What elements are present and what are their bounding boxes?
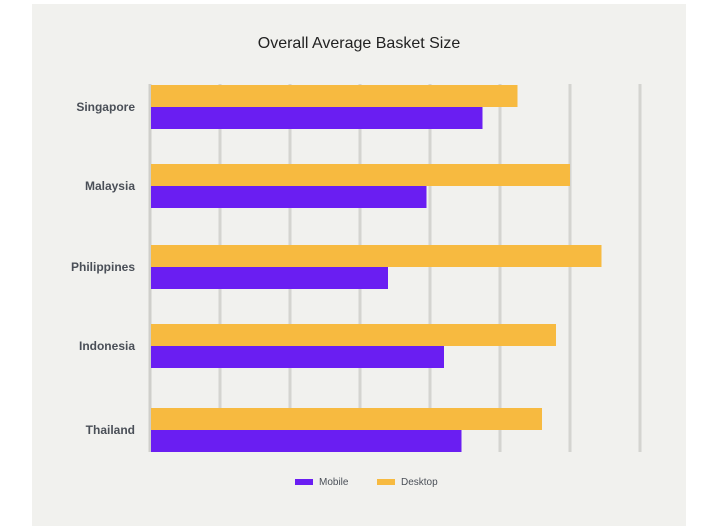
bar-mobile-philippines[interactable] xyxy=(151,267,388,289)
bar-desktop-singapore[interactable] xyxy=(151,85,518,107)
bar-desktop-malaysia[interactable] xyxy=(151,164,570,186)
category-label-singapore: Singapore xyxy=(76,100,135,114)
legend-swatch-mobile xyxy=(295,479,313,485)
legend-item-desktop[interactable]: Desktop xyxy=(377,474,438,490)
legend-label-desktop: Desktop xyxy=(401,476,438,488)
bar-mobile-indonesia[interactable] xyxy=(151,346,444,368)
legend: Mobile Desktop xyxy=(0,474,716,490)
bar-mobile-malaysia[interactable] xyxy=(151,186,427,208)
bar-desktop-thailand[interactable] xyxy=(151,408,542,430)
legend-item-mobile[interactable]: Mobile xyxy=(295,474,348,490)
bar-desktop-indonesia[interactable] xyxy=(151,324,556,346)
legend-swatch-desktop xyxy=(377,479,395,485)
category-label-thailand: Thailand xyxy=(86,423,135,437)
bar-mobile-singapore[interactable] xyxy=(151,107,483,129)
category-label-malaysia: Malaysia xyxy=(85,179,135,193)
legend-label-mobile: Mobile xyxy=(319,476,349,488)
category-label-philippines: Philippines xyxy=(71,260,135,274)
chart-title: Overall Average Basket Size xyxy=(257,35,461,52)
bar-desktop-philippines[interactable] xyxy=(151,245,602,267)
bar-mobile-thailand[interactable] xyxy=(151,430,462,452)
category-label-indonesia: Indonesia xyxy=(79,339,135,353)
